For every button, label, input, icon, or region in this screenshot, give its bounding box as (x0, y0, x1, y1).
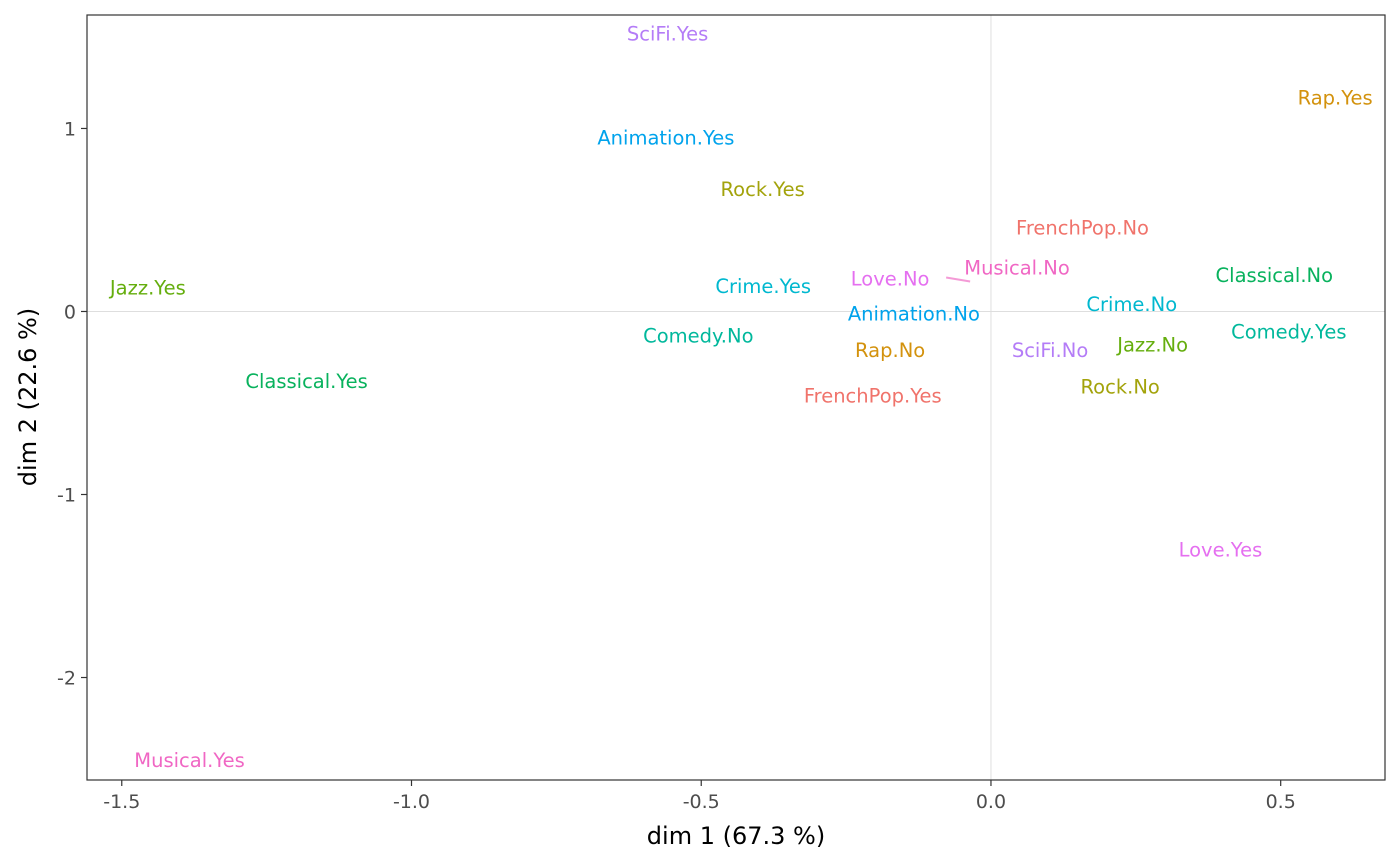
label-leader-line (945, 276, 971, 283)
reference-lines (87, 15, 1385, 780)
point-label: Crime.No (1086, 293, 1177, 316)
x-axis: -1.5 -1.0 -0.5 0.0 0.5 (103, 780, 1296, 813)
x-tick-label: -1.5 (103, 791, 140, 813)
point-label: Classical.No (1216, 264, 1334, 287)
point-label: Rap.No (855, 339, 925, 362)
plot-border (86, 14, 1386, 781)
point-label: Crime.Yes (715, 275, 811, 298)
point-label: Love.Yes (1179, 538, 1263, 561)
point-labels: SciFi.Yes Rap.Yes Animation.Yes Rock.Yes Fre… (108, 22, 1373, 772)
x-tick-label: 0.5 (1266, 791, 1296, 813)
point-label: Rap.Yes (1298, 86, 1373, 109)
point-label: Musical.Yes (134, 749, 245, 772)
x-tick-label: 0.0 (976, 791, 1006, 813)
point-label: Animation.No (848, 302, 980, 325)
y-axis: -2 -1 0 1 (57, 118, 87, 690)
y-tick-label: -1 (57, 484, 76, 506)
point-label: Musical.No (964, 257, 1070, 280)
x-tick-label: -0.5 (683, 791, 720, 813)
point-label: Jazz.Yes (108, 277, 186, 300)
point-label: Jazz.No (1115, 333, 1188, 356)
point-label: SciFi.Yes (627, 22, 708, 45)
y-tick-label: 1 (64, 118, 76, 140)
point-label: FrenchPop.Yes (804, 385, 942, 408)
leader-lines (945, 276, 971, 283)
point-label: Animation.Yes (597, 127, 734, 150)
x-axis-title: dim 1 (67.3 %) (647, 822, 825, 850)
point-label: Rock.Yes (721, 178, 805, 201)
point-label: Love.No (851, 268, 930, 291)
x-tick-label: -1.0 (393, 791, 430, 813)
plot-background (87, 15, 1385, 780)
y-axis-title: dim 2 (22.6 %) (14, 308, 42, 486)
point-label: Comedy.Yes (1231, 321, 1346, 344)
point-label: Rock.No (1081, 376, 1160, 399)
point-label: SciFi.No (1012, 339, 1088, 362)
point-label: Comedy.No (643, 324, 753, 347)
point-label: FrenchPop.No (1016, 216, 1149, 239)
point-label: Classical.Yes (245, 370, 367, 393)
y-tick-label: -2 (57, 668, 76, 690)
y-tick-label: 0 (64, 301, 76, 323)
